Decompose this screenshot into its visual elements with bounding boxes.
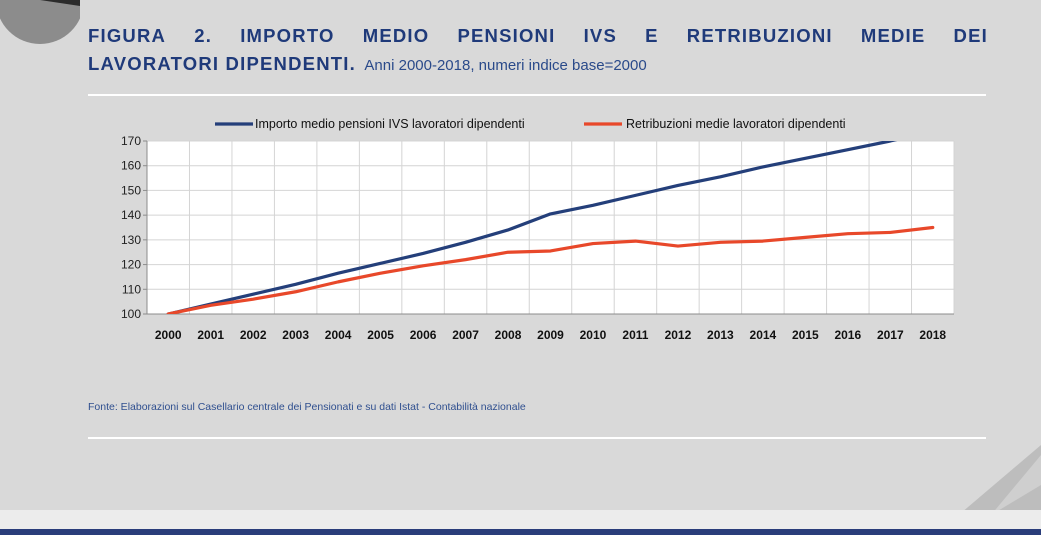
data-point-series-1	[932, 130, 934, 132]
data-point-series-2	[167, 313, 170, 314]
x-tick-label: 2017	[877, 328, 904, 342]
data-point-series-2	[592, 242, 594, 245]
data-point-series-1	[422, 252, 424, 255]
top-divider	[88, 94, 986, 96]
data-point-series-1	[804, 157, 807, 160]
source-note: Fonte: Elaborazioni sul Casellario centr…	[88, 401, 526, 413]
data-point-series-1	[847, 148, 849, 151]
x-tick-label: 2015	[792, 328, 819, 342]
data-point-series-2	[762, 240, 764, 242]
title-word: FIGURA	[88, 25, 167, 46]
x-tick-label: 2002	[240, 328, 267, 342]
data-point-series-1	[762, 166, 764, 168]
data-point-series-2	[379, 272, 382, 275]
data-point-series-2	[549, 250, 552, 252]
data-point-series-1	[889, 141, 892, 142]
x-tick-label: 2013	[707, 328, 734, 342]
y-tick-label: 140	[121, 208, 141, 222]
data-point-series-1	[592, 204, 594, 207]
x-tick-label: 2004	[325, 328, 352, 342]
line-chart: 100 110 120 130 140 150 160 170 2000 2001 2002 2003…	[121, 117, 955, 342]
legend-label-2: Retribuzioni medie lavoratori dipendenti	[626, 117, 846, 131]
data-point-series-2	[337, 281, 339, 283]
data-point-series-1	[379, 262, 382, 265]
y-tick-label: 130	[121, 233, 141, 247]
x-tick-label: 2018	[919, 328, 946, 342]
data-point-series-2	[677, 245, 679, 247]
title-word: IMPORTO	[240, 25, 335, 46]
footer-bar	[0, 529, 1041, 535]
title-word: MEDIE	[860, 25, 926, 46]
x-tick-label: 2000	[155, 328, 182, 342]
data-point-series-2	[252, 298, 254, 300]
legend-label-1: Importo medio pensioni IVS lavoratori di…	[255, 117, 525, 131]
data-point-series-2	[719, 241, 722, 244]
title-word: E	[645, 25, 659, 46]
x-tick-label: 2011	[622, 328, 648, 342]
data-point-series-1	[549, 213, 552, 215]
y-tick-label: 160	[121, 159, 141, 173]
y-tick-label: 170	[121, 134, 141, 148]
data-point-series-2	[889, 231, 892, 234]
figure-title-line1: FIGURA 2. IMPORTO MEDIO PENSIONI IVS E RETRIBUZ…	[88, 22, 988, 50]
footer-strip	[0, 510, 1041, 529]
x-tick-label: 2010	[580, 328, 607, 342]
x-tick-label: 2012	[665, 328, 692, 342]
pie-chart-logo-icon	[0, 0, 80, 44]
data-point-series-1	[337, 272, 339, 275]
title-word: DEI	[953, 25, 988, 46]
title-word: IVS	[583, 25, 617, 46]
data-point-series-2	[464, 258, 467, 261]
data-point-series-2	[847, 232, 849, 235]
title-word: RETRIBUZIONI	[686, 25, 833, 46]
x-tick-label: 2008	[495, 328, 522, 342]
title-word: 2.	[194, 25, 213, 46]
data-point-series-1	[294, 283, 297, 286]
data-point-series-2	[294, 290, 297, 293]
data-point-series-2	[209, 304, 212, 307]
y-tick-label: 150	[121, 183, 141, 197]
figure-title-line2: LAVORATORI DIPENDENTI.	[88, 53, 356, 74]
data-point-series-2	[507, 251, 509, 254]
data-point-series-2	[804, 236, 807, 239]
data-point-series-2	[931, 226, 934, 229]
data-point-series-2	[634, 240, 637, 242]
x-tick-label: 2014	[750, 328, 777, 342]
x-tick-label: 2009	[537, 328, 564, 342]
x-tick-label: 2001	[197, 328, 224, 342]
title-word: PENSIONI	[457, 25, 556, 46]
x-tick-label: 2003	[282, 328, 309, 342]
figure-heading: FIGURA 2. IMPORTO MEDIO PENSIONI IVS E RETRIBUZ…	[88, 22, 988, 80]
bottom-divider	[88, 437, 986, 439]
title-word: MEDIO	[362, 25, 430, 46]
data-point-series-1	[507, 229, 509, 231]
x-tick-label: 2007	[452, 328, 479, 342]
data-point-series-1	[252, 293, 254, 296]
y-tick-label: 110	[122, 282, 141, 296]
data-point-series-1	[677, 184, 679, 187]
figure-subtitle: Anni 2000-2018, numeri indice base=2000	[364, 57, 647, 74]
data-point-series-1	[634, 194, 637, 197]
data-point-series-2	[422, 265, 424, 267]
x-tick-label: 2005	[367, 328, 394, 342]
x-tick-label: 2016	[834, 328, 861, 342]
y-tick-label: 100	[121, 307, 141, 321]
data-point-series-1	[719, 176, 722, 178]
data-point-series-1	[464, 241, 467, 244]
x-tick-label: 2006	[410, 328, 437, 342]
y-tick-label: 120	[121, 258, 141, 272]
plot-area	[147, 141, 954, 314]
